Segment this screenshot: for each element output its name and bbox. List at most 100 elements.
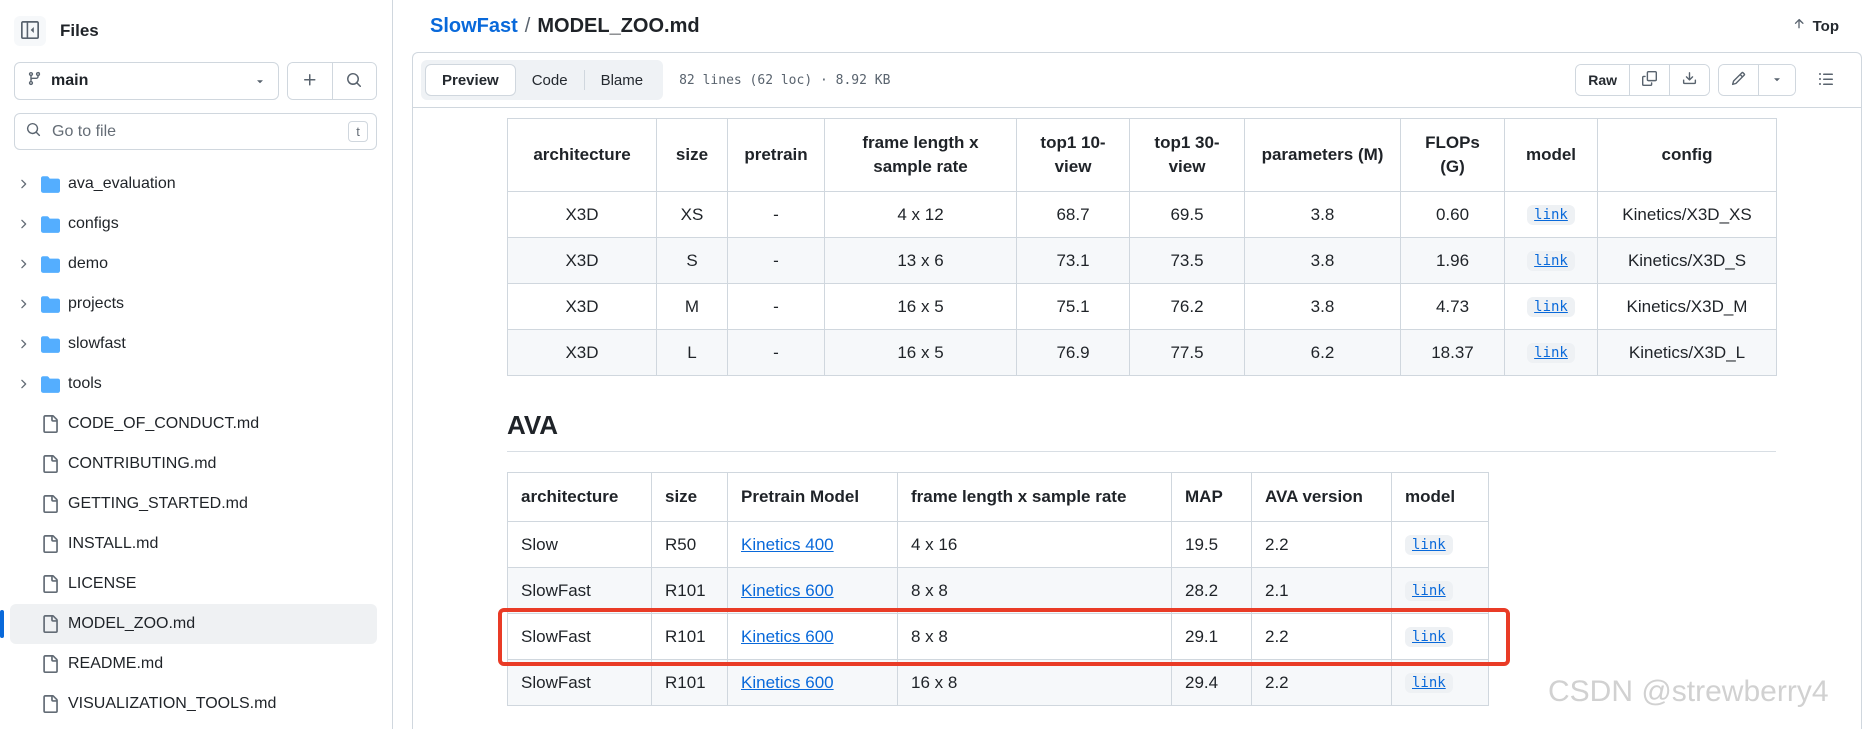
tree-item-label: MODEL_ZOO.md xyxy=(68,615,196,632)
model-link[interactable]: link xyxy=(1527,297,1575,317)
table-cell: 76.2 xyxy=(1129,283,1245,330)
chevron-right-icon xyxy=(16,337,30,351)
model-link[interactable]: link xyxy=(1527,251,1575,271)
column-header: AVA version xyxy=(1251,472,1392,522)
breadcrumb-repo-link[interactable]: SlowFast xyxy=(430,14,518,37)
file-icon xyxy=(40,535,60,553)
table-cell: 77.5 xyxy=(1129,329,1245,376)
tree-item-label: projects xyxy=(68,295,125,312)
table-cell: R101 xyxy=(651,659,728,706)
table-cell: Kinetics/X3D_S xyxy=(1597,237,1777,284)
column-header: size xyxy=(651,472,728,522)
pretrain-model-link[interactable]: Kinetics 600 xyxy=(741,672,834,692)
folder-icon xyxy=(40,295,60,314)
pencil-icon xyxy=(1731,71,1746,89)
branch-selector[interactable]: main xyxy=(14,62,279,100)
edit-file-button[interactable] xyxy=(1719,65,1758,95)
table-cell: Kinetics/X3D_L xyxy=(1597,329,1777,376)
tree-folder-projects[interactable]: projects xyxy=(10,284,377,324)
tree-folder-configs[interactable]: configs xyxy=(10,204,377,244)
table-cell: Kinetics 600 xyxy=(727,659,898,706)
table-row: X3D S -13 x 6 73.1 73.5 3.8 1.96 link Kinetics/X… xyxy=(507,237,1777,284)
tab-blame[interactable]: Blame xyxy=(585,64,660,96)
table-cell: - xyxy=(727,283,825,330)
tree-item-label: tools xyxy=(68,375,102,392)
tree-file-INSTALL.md[interactable]: INSTALL.md xyxy=(10,524,377,564)
tree-file-CODE_OF_CONDUCT.md[interactable]: CODE_OF_CONDUCT.md xyxy=(10,404,377,444)
model-link[interactable]: link xyxy=(1405,581,1453,601)
model-link[interactable]: link xyxy=(1527,343,1575,363)
scroll-to-top-button[interactable]: Top xyxy=(1786,13,1845,39)
column-header: parameters (M) xyxy=(1244,118,1401,192)
column-header: Pretrain Model xyxy=(727,472,898,522)
download-raw-button[interactable] xyxy=(1669,65,1709,95)
table-cell: 16 x 5 xyxy=(824,329,1017,376)
table-cell: L xyxy=(656,329,728,376)
top-button-label: Top xyxy=(1812,17,1839,35)
chevron-right-icon xyxy=(16,177,30,191)
column-header: size xyxy=(656,118,728,192)
table-cell: 4 x 16 xyxy=(897,521,1172,568)
outline-button[interactable] xyxy=(1808,64,1844,96)
table-cell: 1.96 xyxy=(1400,237,1505,284)
raw-button[interactable]: Raw xyxy=(1576,65,1629,95)
collapse-sidebar-button[interactable] xyxy=(14,16,46,46)
tree-file-GETTING_STARTED.md[interactable]: GETTING_STARTED.md xyxy=(10,484,377,524)
table-cell: SlowFast xyxy=(507,659,652,706)
plus-icon xyxy=(302,72,318,91)
table-row: Slow R50 Kinetics 400 4 x 16 19.5 2.2 link xyxy=(507,521,1489,568)
go-to-file-input[interactable] xyxy=(50,121,339,142)
model-link[interactable]: link xyxy=(1405,535,1453,555)
tree-file-CONTRIBUTING.md[interactable]: CONTRIBUTING.md xyxy=(10,444,377,484)
table-cell: link xyxy=(1391,567,1489,614)
chevron-right-icon xyxy=(16,377,30,391)
table-cell: 73.1 xyxy=(1016,237,1130,284)
pretrain-model-link[interactable]: Kinetics 600 xyxy=(741,580,834,600)
tree-item-label: CODE_OF_CONDUCT.md xyxy=(68,415,260,432)
file-icon xyxy=(40,495,60,513)
tree-file-MODEL_ZOO.md[interactable]: MODEL_ZOO.md xyxy=(0,604,377,644)
chevron-right-icon xyxy=(16,297,30,311)
tree-folder-demo[interactable]: demo xyxy=(10,244,377,284)
column-header: pretrain xyxy=(727,118,825,192)
table-cell: 16 x 8 xyxy=(897,659,1172,706)
model-link[interactable]: link xyxy=(1405,673,1453,693)
go-to-file-field: t xyxy=(14,113,377,150)
search-this-repo-button[interactable] xyxy=(331,63,376,99)
edit-dropdown-button[interactable] xyxy=(1758,65,1795,95)
tab-code[interactable]: Code xyxy=(516,64,584,96)
table-cell: 2.2 xyxy=(1251,613,1392,660)
folder-icon xyxy=(40,255,60,274)
tree-item-label: INSTALL.md xyxy=(68,535,159,552)
table-cell: Kinetics 600 xyxy=(727,613,898,660)
tree-file-README.md[interactable]: README.md xyxy=(10,644,377,684)
ava-models-table: architecture size Pretrain Model frame leng… xyxy=(507,472,1489,706)
file-header-row: SlowFast / MODEL_ZOO.md Top xyxy=(393,0,1871,52)
model-link[interactable]: link xyxy=(1527,205,1575,225)
tab-preview[interactable]: Preview xyxy=(425,64,516,96)
column-header: config xyxy=(1597,118,1777,192)
column-header: MAP xyxy=(1171,472,1252,522)
table-cell: 3.8 xyxy=(1244,283,1401,330)
tree-file-VISUALIZATION_TOOLS.md[interactable]: VISUALIZATION_TOOLS.md xyxy=(10,684,377,724)
table-cell: - xyxy=(727,191,825,238)
file-toolbar: Preview Code Blame 82 lines (62 loc) · 8.9… xyxy=(413,53,1861,108)
table-cell: 2.2 xyxy=(1251,659,1392,706)
section-heading-ava: AVA xyxy=(507,410,1776,452)
tree-folder-slowfast[interactable]: slowfast xyxy=(10,324,377,364)
breadcrumb: SlowFast / MODEL_ZOO.md xyxy=(430,15,700,38)
pretrain-model-link[interactable]: Kinetics 400 xyxy=(741,534,834,554)
tree-file-LICENSE[interactable]: LICENSE xyxy=(10,564,377,604)
file-icon xyxy=(40,615,60,633)
column-header: architecture xyxy=(507,472,652,522)
column-header: model xyxy=(1391,472,1489,522)
copy-raw-button[interactable] xyxy=(1629,65,1669,95)
table-cell: 29.4 xyxy=(1171,659,1252,706)
add-file-button[interactable] xyxy=(288,63,332,99)
table-cell: 18.37 xyxy=(1400,329,1505,376)
tree-folder-ava_evaluation[interactable]: ava_evaluation xyxy=(10,164,377,204)
model-link[interactable]: link xyxy=(1405,627,1453,647)
tree-folder-tools[interactable]: tools xyxy=(10,364,377,404)
pretrain-model-link[interactable]: Kinetics 600 xyxy=(741,626,834,646)
file-icon xyxy=(40,695,60,713)
